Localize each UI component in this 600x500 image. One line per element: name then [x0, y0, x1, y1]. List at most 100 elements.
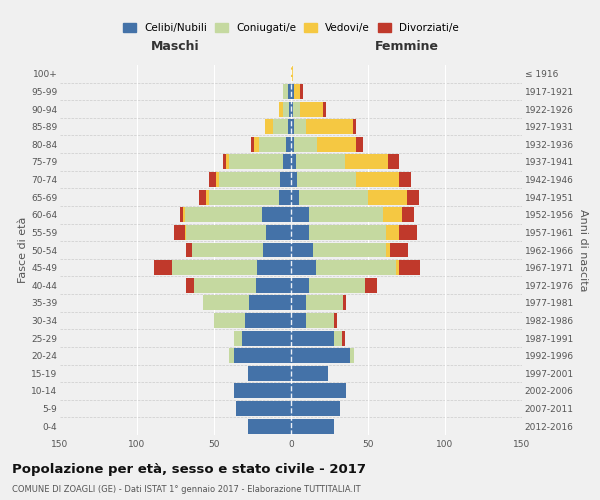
Bar	[229, 154, 283, 170]
Bar	[266, 225, 291, 240]
Bar	[286, 137, 291, 152]
Bar	[283, 102, 289, 116]
Bar	[250, 296, 291, 310]
Bar	[356, 172, 399, 187]
Bar	[291, 190, 299, 204]
Bar	[183, 208, 185, 222]
Bar	[294, 84, 300, 99]
Text: Femmine: Femmine	[374, 40, 439, 52]
Bar	[265, 119, 272, 134]
Bar	[323, 102, 326, 116]
Bar	[307, 119, 353, 134]
Bar	[283, 84, 288, 99]
Bar	[154, 260, 172, 275]
Bar	[248, 418, 291, 434]
Bar	[365, 278, 377, 292]
Bar	[203, 296, 250, 310]
Bar	[368, 190, 407, 204]
Bar	[291, 66, 293, 82]
Bar	[386, 225, 399, 240]
Bar	[263, 242, 291, 258]
Bar	[291, 208, 310, 222]
Bar	[229, 348, 234, 363]
Bar	[310, 208, 383, 222]
Bar	[388, 154, 399, 170]
Bar	[242, 330, 291, 345]
Bar	[291, 84, 294, 99]
Bar	[245, 313, 291, 328]
Bar	[345, 154, 388, 170]
Bar	[236, 401, 291, 416]
Bar	[342, 330, 345, 345]
Bar	[186, 225, 266, 240]
Bar	[289, 102, 291, 116]
Bar	[291, 418, 334, 434]
Bar	[186, 242, 193, 258]
Bar	[402, 208, 414, 222]
Bar	[262, 208, 291, 222]
Bar	[291, 384, 346, 398]
Bar	[291, 296, 307, 310]
Bar	[317, 137, 356, 152]
Bar	[215, 172, 218, 187]
Bar	[294, 119, 307, 134]
Bar	[386, 242, 389, 258]
Bar	[334, 330, 342, 345]
Bar	[278, 190, 291, 204]
Bar	[185, 208, 262, 222]
Text: Maschi: Maschi	[151, 40, 200, 52]
Bar	[234, 330, 242, 345]
Bar	[291, 330, 334, 345]
Bar	[209, 190, 278, 204]
Bar	[278, 102, 283, 116]
Bar	[234, 384, 291, 398]
Bar	[307, 313, 334, 328]
Bar	[291, 348, 350, 363]
Bar	[234, 348, 291, 363]
Bar	[209, 172, 215, 187]
Bar	[199, 190, 206, 204]
Bar	[294, 137, 317, 152]
Bar	[293, 102, 300, 116]
Bar	[186, 278, 194, 292]
Bar	[257, 260, 291, 275]
Bar	[283, 154, 291, 170]
Bar	[291, 154, 296, 170]
Bar	[291, 137, 294, 152]
Bar	[299, 190, 368, 204]
Bar	[396, 260, 399, 275]
Bar	[310, 278, 365, 292]
Bar	[334, 313, 337, 328]
Bar	[272, 119, 288, 134]
Bar	[288, 84, 291, 99]
Bar	[407, 190, 419, 204]
Bar	[291, 366, 328, 381]
Bar	[399, 260, 421, 275]
Bar	[174, 225, 185, 240]
Y-axis label: Fasce di età: Fasce di età	[18, 217, 28, 283]
Bar	[193, 242, 263, 258]
Bar	[280, 172, 291, 187]
Bar	[291, 242, 313, 258]
Bar	[248, 366, 291, 381]
Bar	[291, 313, 307, 328]
Bar	[254, 137, 259, 152]
Bar	[223, 154, 226, 170]
Bar	[307, 296, 343, 310]
Bar	[296, 154, 345, 170]
Y-axis label: Anni di nascita: Anni di nascita	[578, 209, 588, 291]
Bar	[291, 278, 310, 292]
Bar	[251, 137, 254, 152]
Legend: Celibi/Nubili, Coniugati/e, Vedovi/e, Divorziati/e: Celibi/Nubili, Coniugati/e, Vedovi/e, Di…	[119, 18, 463, 37]
Bar	[399, 225, 417, 240]
Bar	[350, 348, 354, 363]
Bar	[288, 119, 291, 134]
Bar	[291, 172, 297, 187]
Bar	[316, 260, 396, 275]
Bar	[172, 260, 257, 275]
Bar	[300, 102, 323, 116]
Bar	[218, 172, 280, 187]
Bar	[313, 242, 386, 258]
Bar	[383, 208, 402, 222]
Bar	[343, 296, 346, 310]
